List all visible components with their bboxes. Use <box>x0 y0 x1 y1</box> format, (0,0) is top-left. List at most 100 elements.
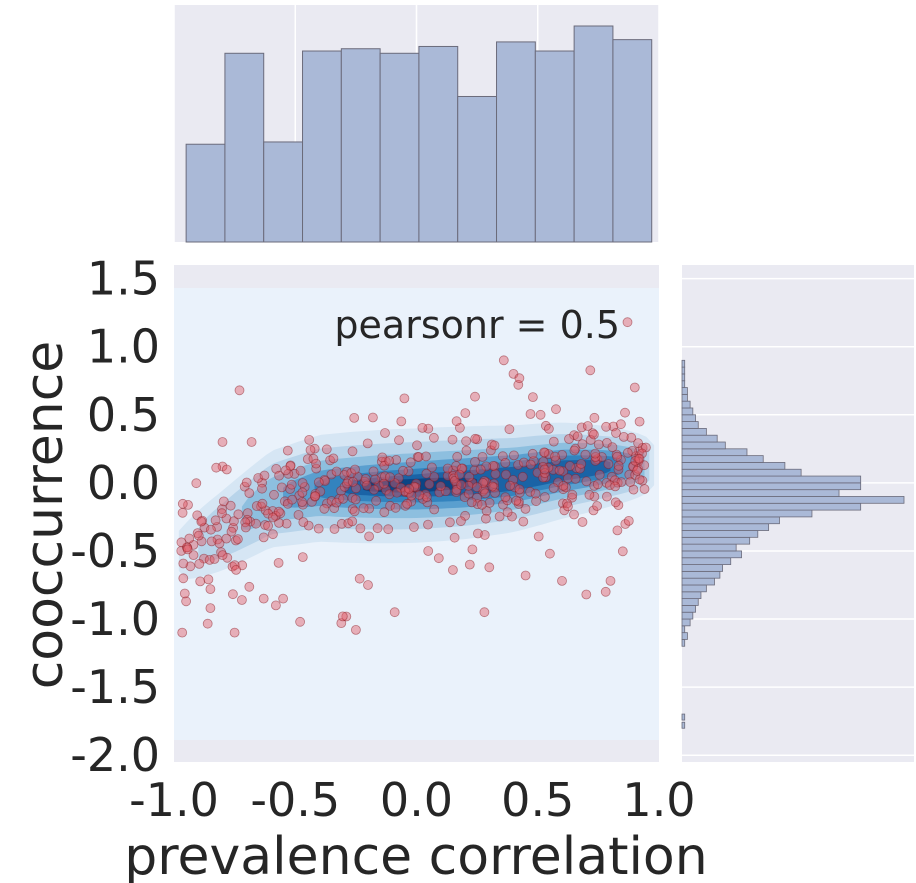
y-hist-bar-35 <box>681 400 691 409</box>
scatter-point-155 <box>513 459 523 470</box>
scatter-point-295 <box>273 558 284 568</box>
scatter-point-306 <box>364 531 375 542</box>
scatter-point-441 <box>231 565 242 575</box>
scatter-point-23 <box>447 565 458 575</box>
scatter-point-380 <box>305 445 316 455</box>
scatter-point-7 <box>399 393 410 404</box>
scatter-point-28 <box>389 607 400 618</box>
scatter-point-331 <box>384 489 395 500</box>
scatter-point-216 <box>525 459 536 470</box>
scatter-point-353 <box>391 454 402 465</box>
scatter-point-218 <box>282 445 293 456</box>
scatter-point-325 <box>297 552 308 562</box>
scatter-point-342 <box>280 465 291 476</box>
scatter-point-473 <box>601 421 611 432</box>
scatter-point-1 <box>498 355 509 366</box>
scatter-point-286 <box>564 434 574 444</box>
scatter-point-149 <box>461 436 472 447</box>
scatter-point-402 <box>421 468 432 479</box>
x-hist-bar-2 <box>263 141 304 243</box>
scatter-point-487 <box>417 422 428 433</box>
scatter-point-290 <box>244 581 255 592</box>
scatter-point-273 <box>369 484 379 495</box>
scatter-point-451 <box>509 450 519 461</box>
scatter-point-224 <box>592 501 602 511</box>
scatter-point-429 <box>298 517 309 527</box>
scatter-point-125 <box>429 504 440 515</box>
scatter-point-36 <box>246 437 257 447</box>
scatter-point-283 <box>527 448 538 459</box>
scatter-point-404 <box>303 520 314 531</box>
scatter-point-215 <box>258 532 269 543</box>
scatter-point-389 <box>576 422 587 433</box>
scatter-point-4 <box>234 385 245 396</box>
y-hist-bar-25 <box>681 468 802 477</box>
scatter-point-409 <box>448 473 459 484</box>
y-tick-label-5: -1.0 <box>70 592 160 646</box>
y-tick-label-0: 1.5 <box>87 252 160 306</box>
scatter-point-6 <box>629 382 640 393</box>
scatter-point-458 <box>176 537 187 548</box>
scatter-point-67 <box>275 508 286 519</box>
top-marginal-histogram <box>173 5 660 243</box>
scatter-point-415 <box>582 421 593 431</box>
scatter-point-316 <box>563 473 573 484</box>
scatter-point-419 <box>329 503 340 514</box>
scatter-points <box>176 317 651 638</box>
scatter-point-367 <box>286 479 297 490</box>
scatter-point-445 <box>464 471 475 482</box>
scatter-point-270 <box>202 618 213 629</box>
scatter-point-86 <box>319 503 330 514</box>
scatter-point-477 <box>466 497 477 508</box>
scatter-point-454 <box>259 470 270 481</box>
scatter-point-276 <box>494 511 505 522</box>
scatter-point-495 <box>221 533 232 544</box>
scatter-point-271 <box>533 531 544 542</box>
scatter-point-13 <box>258 593 269 604</box>
y-hist-bar-30 <box>681 434 718 443</box>
scatter-point-108 <box>383 524 394 535</box>
scatter-point-177 <box>188 550 199 560</box>
scatter-point-427 <box>428 432 439 443</box>
x-hist-bar-8 <box>496 41 536 243</box>
scatter-point-363 <box>620 407 630 418</box>
scatter-point-425 <box>467 544 478 555</box>
scatter-point-388 <box>295 465 306 476</box>
scatter-point-452 <box>471 482 482 493</box>
scatter-point-0 <box>622 317 633 328</box>
scatter-point-463 <box>274 470 285 481</box>
y-hist-bar-23 <box>681 482 862 491</box>
scatter-point-467 <box>311 458 322 469</box>
y-hist-bar-37 <box>681 387 688 395</box>
scatter-point-476 <box>392 487 402 498</box>
scatter-point-58 <box>551 455 561 466</box>
scatter-point-496 <box>384 455 395 466</box>
scatter-point-48 <box>379 507 390 518</box>
scatter-point-30 <box>363 580 373 590</box>
scatter-point-20 <box>600 586 611 597</box>
scatter-point-156 <box>408 522 419 532</box>
scatter-point-153 <box>281 518 292 529</box>
y-hist-bar-33 <box>681 414 696 422</box>
scatter-point-284 <box>580 449 591 460</box>
scatter-point-240 <box>350 494 361 505</box>
scatter-point-256 <box>311 463 322 474</box>
scatter-point-498 <box>584 489 595 500</box>
scatter-point-279 <box>179 588 190 599</box>
scatter-point-366 <box>385 472 395 483</box>
scatter-point-305 <box>329 524 340 534</box>
scatter-point-26 <box>581 589 592 600</box>
scatter-point-350 <box>228 516 239 527</box>
scatter-point-338 <box>634 474 645 485</box>
y-hist-bar-28 <box>681 448 748 457</box>
scatter-point-387 <box>196 516 207 527</box>
scatter-point-296 <box>470 433 481 444</box>
scatter-point-440 <box>421 451 431 462</box>
y-hist-bar-13 <box>681 550 742 559</box>
scatter-point-136 <box>548 483 559 493</box>
y-tick-label-4: -0.5 <box>70 524 160 578</box>
scatter-point-34 <box>222 552 233 563</box>
y-hist-bar-15 <box>681 536 751 545</box>
scatter-point-460 <box>361 480 372 491</box>
scatter-point-483 <box>623 516 634 526</box>
